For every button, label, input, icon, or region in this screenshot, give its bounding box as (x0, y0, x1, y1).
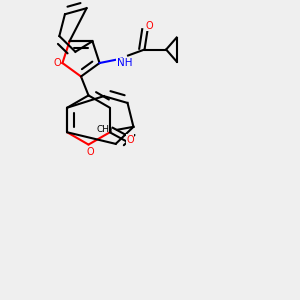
Text: O: O (126, 135, 134, 145)
Text: O: O (86, 147, 94, 157)
Text: O: O (145, 20, 153, 31)
Text: NH: NH (117, 58, 132, 68)
Text: CH₃: CH₃ (97, 125, 113, 134)
Text: O: O (53, 58, 61, 68)
